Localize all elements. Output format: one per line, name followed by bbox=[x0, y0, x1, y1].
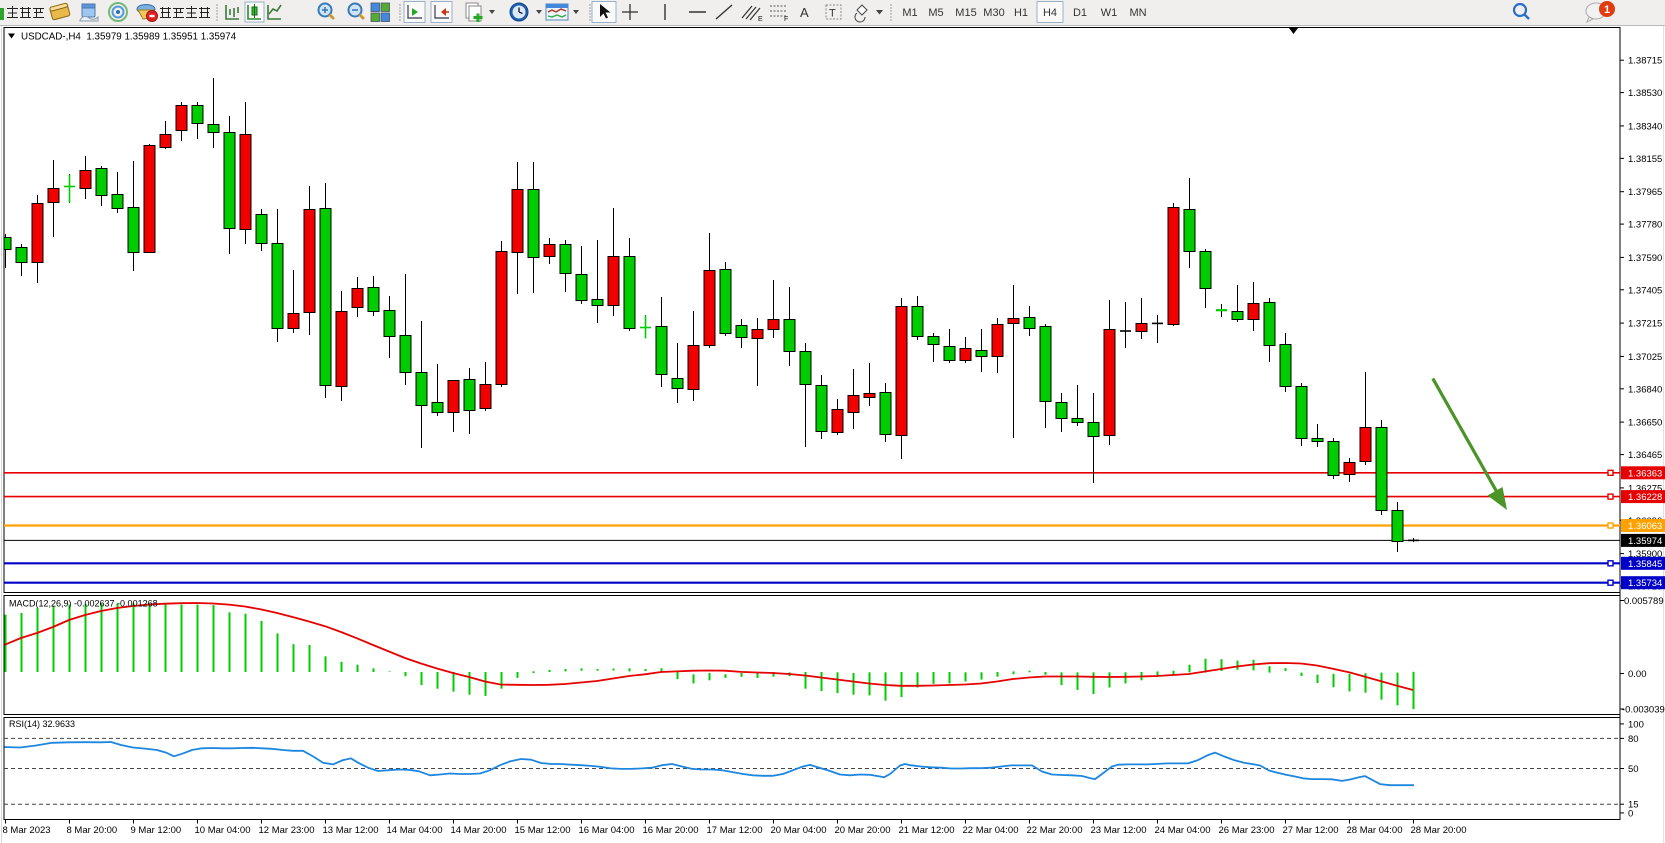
svg-text:10 Mar 04:00: 10 Mar 04:00 bbox=[195, 825, 251, 836]
svg-text:17 Mar 12:00: 17 Mar 12:00 bbox=[707, 825, 763, 836]
svg-text:1.38530: 1.38530 bbox=[1628, 88, 1662, 99]
svg-text:27 Mar 12:00: 27 Mar 12:00 bbox=[1283, 825, 1339, 836]
svg-text:1.35734: 1.35734 bbox=[1628, 578, 1662, 589]
svg-text:1.38340: 1.38340 bbox=[1628, 121, 1662, 132]
svg-text:23 Mar 12:00: 23 Mar 12:00 bbox=[1091, 825, 1147, 836]
svg-text:A: A bbox=[800, 5, 809, 20]
svg-text:21 Mar 12:00: 21 Mar 12:00 bbox=[899, 825, 955, 836]
svg-text:0: 0 bbox=[1628, 808, 1633, 819]
svg-text:14 Mar 04:00: 14 Mar 04:00 bbox=[387, 825, 443, 836]
svg-text:RSI(14) 32.9633: RSI(14) 32.9633 bbox=[9, 719, 75, 729]
svg-text:16 Mar 04:00: 16 Mar 04:00 bbox=[579, 825, 635, 836]
svg-text:1.37215: 1.37215 bbox=[1628, 319, 1662, 330]
svg-text:0.00: 0.00 bbox=[1628, 669, 1647, 680]
svg-text:1.36363: 1.36363 bbox=[1628, 468, 1662, 479]
svg-text:M1: M1 bbox=[902, 7, 917, 19]
svg-text:1.37405: 1.37405 bbox=[1628, 285, 1662, 296]
svg-text:0.005789: 0.005789 bbox=[1624, 596, 1664, 607]
svg-text:8 Mar 2023: 8 Mar 2023 bbox=[3, 825, 51, 836]
svg-text:1.36063: 1.36063 bbox=[1628, 521, 1662, 532]
svg-text:D1: D1 bbox=[1073, 7, 1087, 19]
svg-text:26 Mar 23:00: 26 Mar 23:00 bbox=[1219, 825, 1275, 836]
svg-text:1.35900: 1.35900 bbox=[1628, 549, 1662, 560]
svg-text:50: 50 bbox=[1628, 764, 1639, 775]
svg-text:15: 15 bbox=[1628, 800, 1639, 811]
svg-text:15 Mar 12:00: 15 Mar 12:00 bbox=[515, 825, 571, 836]
svg-text:-0.003039: -0.003039 bbox=[1622, 705, 1665, 716]
svg-text:28 Mar 04:00: 28 Mar 04:00 bbox=[1347, 825, 1403, 836]
svg-text:M30: M30 bbox=[983, 7, 1004, 19]
svg-text:1.37025: 1.37025 bbox=[1628, 352, 1662, 363]
svg-text:8 Mar 20:00: 8 Mar 20:00 bbox=[67, 825, 118, 836]
svg-text:1.35845: 1.35845 bbox=[1628, 559, 1662, 570]
svg-text:1.35974: 1.35974 bbox=[1628, 536, 1662, 547]
svg-text:T: T bbox=[829, 8, 836, 20]
svg-text:H4: H4 bbox=[1043, 7, 1057, 19]
svg-text:M15: M15 bbox=[955, 7, 976, 19]
svg-text:H1: H1 bbox=[1014, 7, 1028, 19]
svg-text:22 Mar 20:00: 22 Mar 20:00 bbox=[1027, 825, 1083, 836]
svg-text:E: E bbox=[758, 16, 763, 23]
svg-text:MN: MN bbox=[1129, 7, 1146, 19]
svg-text:1.37780: 1.37780 bbox=[1628, 220, 1662, 231]
svg-text:M5: M5 bbox=[928, 7, 943, 19]
svg-text:1.37590: 1.37590 bbox=[1628, 253, 1662, 264]
svg-text:16 Mar 20:00: 16 Mar 20:00 bbox=[643, 825, 699, 836]
svg-text:13 Mar 12:00: 13 Mar 12:00 bbox=[323, 825, 379, 836]
svg-text:14 Mar 20:00: 14 Mar 20:00 bbox=[451, 825, 507, 836]
svg-text:22 Mar 04:00: 22 Mar 04:00 bbox=[963, 825, 1019, 836]
svg-text:1.36228: 1.36228 bbox=[1628, 492, 1662, 503]
svg-text:20 Mar 04:00: 20 Mar 04:00 bbox=[771, 825, 827, 836]
svg-text:20 Mar 20:00: 20 Mar 20:00 bbox=[835, 825, 891, 836]
svg-text:1.36650: 1.36650 bbox=[1628, 418, 1662, 429]
svg-text:80: 80 bbox=[1628, 734, 1639, 745]
svg-text:28 Mar 20:00: 28 Mar 20:00 bbox=[1411, 825, 1467, 836]
svg-text:1.38155: 1.38155 bbox=[1628, 154, 1662, 165]
svg-text:1.36465: 1.36465 bbox=[1628, 450, 1662, 461]
svg-text:MACD(12,26,9) -0.002637 -0.001: MACD(12,26,9) -0.002637 -0.001268 bbox=[9, 599, 158, 609]
svg-text:W1: W1 bbox=[1101, 7, 1118, 19]
svg-text:USDCAD-,H4 1.35979 1.35989 1.: USDCAD-,H4 1.35979 1.35989 1.35951 1.359… bbox=[21, 32, 237, 43]
svg-text:1.37965: 1.37965 bbox=[1628, 187, 1662, 198]
svg-text:24 Mar 04:00: 24 Mar 04:00 bbox=[1155, 825, 1211, 836]
svg-text:1: 1 bbox=[1604, 4, 1610, 16]
svg-text:1.36840: 1.36840 bbox=[1628, 384, 1662, 395]
svg-text:100: 100 bbox=[1628, 719, 1644, 730]
svg-text:1.38715: 1.38715 bbox=[1628, 56, 1662, 67]
svg-text:F: F bbox=[784, 16, 788, 23]
svg-text:9 Mar 12:00: 9 Mar 12:00 bbox=[131, 825, 182, 836]
svg-text:12 Mar 23:00: 12 Mar 23:00 bbox=[259, 825, 315, 836]
svg-text:1.36275: 1.36275 bbox=[1628, 483, 1662, 494]
